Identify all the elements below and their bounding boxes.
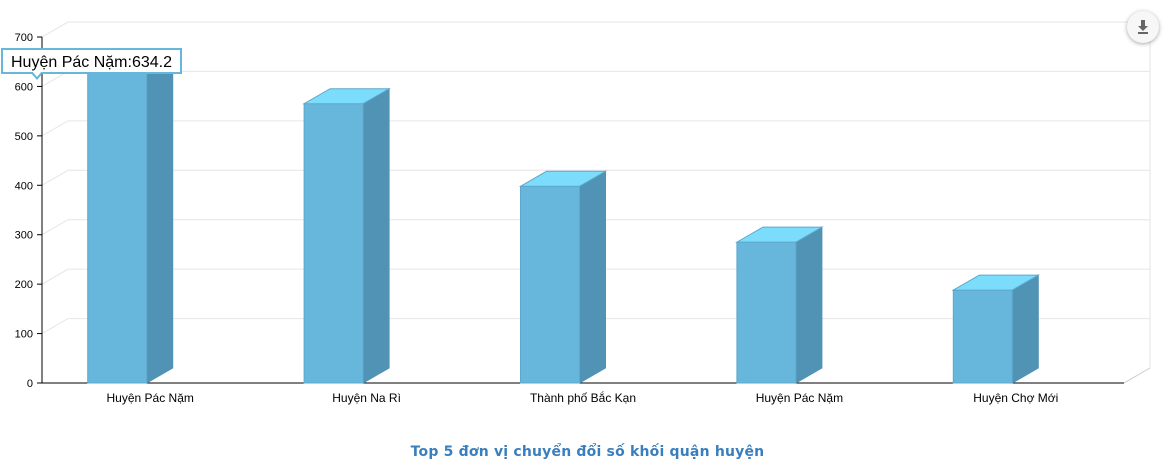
x-tick-label: Huyện Na Rì	[332, 391, 401, 405]
bar-top	[951, 274, 1041, 291]
bar	[952, 289, 1013, 384]
download-button[interactable]	[1127, 11, 1159, 43]
bar-top	[735, 226, 824, 243]
bar	[736, 241, 797, 384]
y-tick-label: 200	[15, 279, 33, 291]
bar	[520, 185, 580, 384]
y-gridline	[41, 219, 1150, 236]
y-tick-label: 500	[15, 131, 33, 143]
y-tick-label: 400	[15, 180, 33, 192]
y-tick-label: 600	[15, 81, 33, 93]
y-gridline	[41, 70, 1150, 87]
y-gridline	[41, 21, 1150, 38]
x-tick-label: Huyện Pác Nặm	[107, 391, 194, 405]
y-tick-label: 700	[15, 32, 33, 44]
floor-right-edge	[1123, 367, 1151, 384]
y-tick-label: 100	[15, 329, 33, 341]
x-tick-label: Huyện Pác Nặm	[756, 391, 843, 405]
bar-top	[302, 88, 391, 105]
download-icon	[1138, 20, 1148, 34]
x-tick-label: Thành phố Bắc Kạn	[530, 390, 636, 405]
bar	[303, 103, 364, 384]
bar-side	[146, 53, 174, 384]
bar-side	[795, 226, 823, 384]
tooltip: Huyện Pác Nặm:634.2	[1, 48, 182, 74]
tooltip-arrow-inner	[32, 71, 42, 77]
bar	[87, 69, 148, 384]
y-gridline	[41, 120, 1150, 137]
y-tick-label: 300	[15, 230, 33, 242]
bar-side	[579, 170, 606, 384]
bar-side	[362, 87, 390, 384]
y-tick-label: 0	[27, 378, 33, 390]
bar-side	[1011, 274, 1039, 384]
x-tick-label: Huyện Chợ Mới	[973, 391, 1058, 405]
bar-top	[518, 170, 608, 187]
chart-title: Top 5 đơn vị chuyển đổi số khối quận huy…	[410, 444, 765, 460]
y-gridline	[41, 169, 1150, 186]
